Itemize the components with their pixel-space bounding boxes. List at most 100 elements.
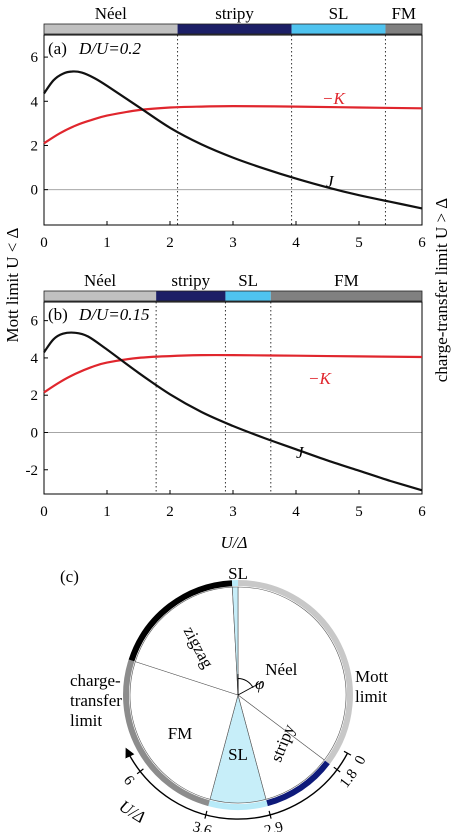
pie-sector-1	[237, 694, 325, 800]
series-label-a-minus-k: −K	[322, 89, 346, 108]
arc-tick-label-1: 1.8	[337, 766, 361, 791]
phi-ray	[237, 681, 263, 696]
phase-bar-frame-b	[43, 290, 423, 302]
panel-a: Néel stripy SL FM 0 1 2 3 4 5 6 0 2 4 6 −K J (a) D/U=0…	[31, 4, 427, 251]
param-label-a: D/U=0.2	[78, 39, 141, 58]
ct-line1: charge-	[70, 671, 121, 690]
y-axis-right-label: charge-transfer limit U > Δ	[432, 198, 451, 383]
panel-label-c: (c)	[60, 567, 79, 586]
phi-label: φ	[255, 674, 264, 693]
pie-ring-segment-0	[237, 580, 353, 765]
series-line-b-j	[43, 331, 423, 492]
pie-sectors	[129, 586, 347, 804]
series-label-b-minus-k: −K	[308, 369, 332, 388]
mott-limit-line2: limit	[355, 687, 387, 706]
pie-sector-3	[129, 661, 239, 800]
x-axis-label-b: U/Δ	[221, 533, 248, 552]
series-b: −K J	[43, 331, 423, 492]
series-line-b-minus-k	[43, 353, 423, 394]
pie-sector-label-fm: FM	[168, 724, 193, 743]
pie-sector-label-sl: SL	[228, 745, 248, 764]
pie-ring-segment-4	[128, 580, 233, 662]
pie-ring-segment-2	[208, 800, 268, 810]
phase-label-b-1: stripy	[171, 271, 210, 290]
y-tick-label-b-1: 0	[31, 425, 39, 441]
arc-tick-1	[333, 766, 341, 773]
x-tick-label-a-4: 4	[292, 235, 300, 251]
phase-segment-a-2	[291, 24, 386, 34]
arc-tick-3	[204, 810, 208, 819]
phase-label-b-2: SL	[238, 271, 258, 290]
x-tick-label-b-2: 2	[166, 504, 174, 520]
plot-frame-b	[43, 301, 423, 495]
x-tick-label-a-0: 0	[40, 235, 48, 251]
phase-segment-a-1	[177, 24, 292, 34]
panel-b: Néel stripy SL FM 0 1 2 3 4 5 6 -2 0 2 4 6 −K J (b) D/U…	[26, 271, 427, 552]
arc-tick-label-3: 3.6	[191, 819, 214, 832]
ct-line3: limit	[70, 711, 102, 730]
arc-tick-2	[268, 810, 272, 819]
phase-segment-b-1	[156, 291, 226, 301]
phase-label-b-0: Néel	[84, 271, 116, 290]
x-tick-label-b-6: 6	[418, 504, 426, 520]
x-tick-label-a-5: 5	[355, 235, 363, 251]
phi-angle: φ	[237, 674, 264, 696]
u-delta-arc	[125, 747, 349, 820]
u-delta-label: U/Δ	[116, 796, 149, 826]
y-axis-left-label: Mott limit U < Δ	[3, 227, 22, 342]
arc-tick-0	[343, 750, 352, 756]
phase-bar-b: Néel stripy SL FM	[43, 271, 423, 302]
x-tick-label-b-3: 3	[229, 504, 237, 520]
ct-line2: transfer	[70, 691, 122, 710]
y-tick-label-b-0: -2	[26, 463, 39, 479]
arc-tick-4	[136, 768, 144, 775]
phase-segment-b-3	[270, 291, 422, 301]
arc-tick-label-0: 0	[352, 753, 370, 767]
panel-label-b: (b)	[48, 305, 68, 324]
x-tick-label-a-2: 2	[166, 235, 174, 251]
ticks-b: 0 1 2 3 4 5 6 -2 0 2 4 6	[26, 314, 427, 520]
series-line-a-minus-k	[43, 104, 423, 145]
phase-label-b-3: FM	[334, 271, 359, 290]
pie-ring	[123, 580, 353, 810]
series-label-b-j: J	[296, 443, 305, 462]
y-tick-label-a-0: 0	[31, 183, 39, 199]
y-tick-label-b-4: 6	[31, 314, 39, 330]
y-tick-label-a-3: 6	[31, 50, 39, 66]
series-a: −K J	[43, 70, 423, 210]
y-tick-label-a-2: 4	[31, 94, 39, 110]
x-tick-label-b-4: 4	[292, 504, 300, 520]
panel-label-a: (a)	[48, 39, 67, 58]
phase-label-a-0: Néel	[95, 4, 127, 23]
pie-ring-segment-3	[123, 659, 210, 807]
phase-label-a-3: FM	[391, 4, 416, 23]
x-tick-label-a-3: 3	[229, 235, 237, 251]
phase-bar-frame-a	[43, 23, 423, 35]
mott-limit-line1: Mott	[355, 667, 388, 686]
pie-sector-4	[134, 586, 239, 696]
series-line-a-j	[43, 70, 423, 210]
series-label-a-j: J	[326, 172, 335, 191]
y-tick-label-a-1: 2	[31, 138, 39, 154]
x-tick-label-b-5: 5	[355, 504, 363, 520]
phase-segment-a-3	[385, 24, 422, 34]
plot-area-b	[43, 301, 423, 495]
pie-sector-5	[231, 586, 239, 696]
phase-segment-b-2	[225, 291, 271, 301]
pie-sector-0	[237, 586, 347, 761]
phase-segment-a-0	[44, 24, 178, 34]
pie-ring-segment-1	[266, 760, 330, 807]
phase-bar-a: Néel stripy SL FM	[43, 4, 423, 35]
charge-transfer-limit-label: charge- transfer limit	[70, 671, 126, 730]
phase-segment-b-0	[44, 291, 157, 301]
arc-tick-label-2: 2.9	[263, 819, 285, 832]
phase-label-a-1: stripy	[215, 4, 254, 23]
pie-sector-label-néel: Néel	[265, 660, 297, 679]
x-tick-label-a-1: 1	[103, 235, 111, 251]
mott-limit-label: Mott limit	[355, 667, 392, 706]
y-tick-label-b-3: 4	[31, 351, 39, 367]
ticks-a: 0 1 2 3 4 5 6 0 2 4 6	[31, 50, 427, 251]
x-tick-label-b-1: 1	[103, 504, 111, 520]
